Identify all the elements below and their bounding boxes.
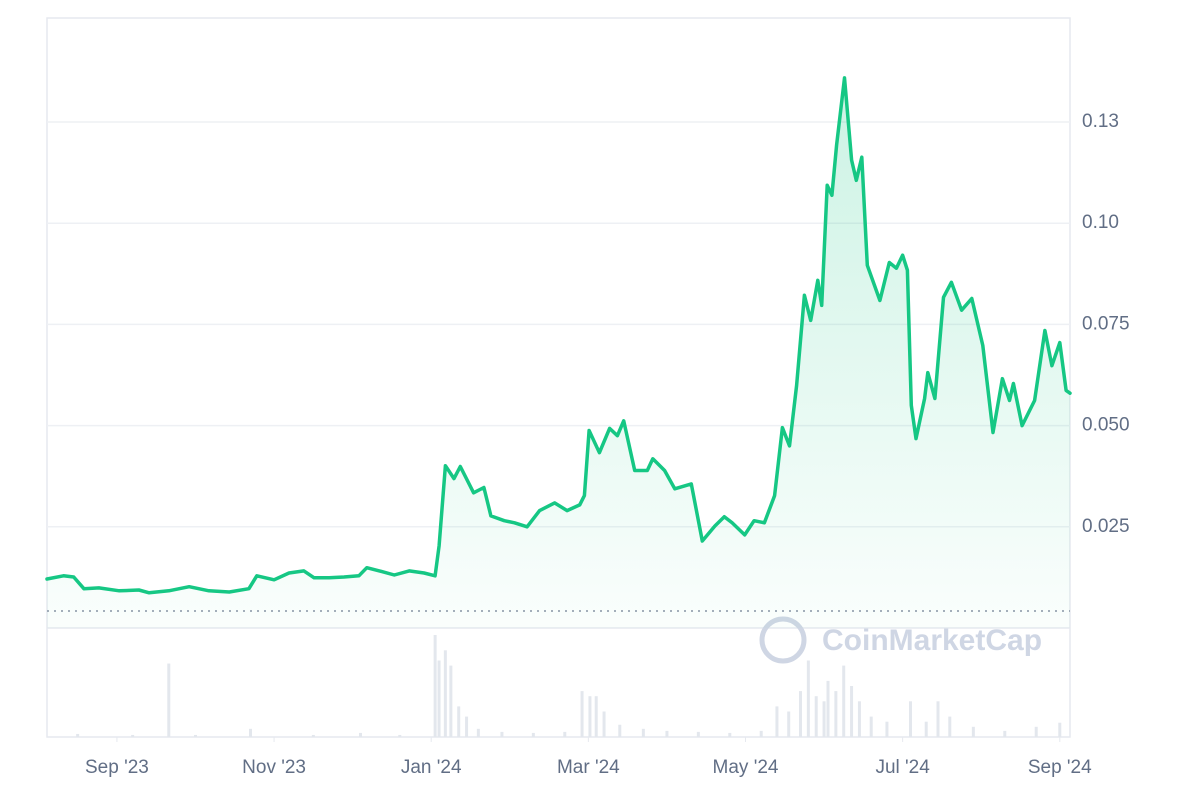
volume-bar (799, 691, 802, 737)
volume-bar (618, 724, 622, 737)
volume-bar (443, 650, 447, 737)
x-tick-label: Nov '23 (242, 757, 306, 778)
y-tick-label: 0.075 (1082, 313, 1130, 334)
volume-bar (531, 732, 535, 737)
y-tick-label: 0.050 (1082, 415, 1130, 436)
volume-bar (563, 731, 567, 737)
y-tick-label: 0.025 (1082, 516, 1130, 537)
volume-bar (971, 726, 975, 737)
x-tick-label: Jan '24 (401, 757, 462, 778)
volume-bar (167, 663, 171, 737)
x-tick-label: Mar '24 (557, 757, 620, 778)
volume-bar (850, 686, 854, 737)
volume-bar (433, 635, 437, 737)
price-area (47, 77, 1070, 628)
volume-bar (822, 701, 826, 737)
volume-bar (834, 691, 838, 737)
volume-bar (1034, 726, 1038, 737)
watermark-text: CoinMarketCap (822, 624, 1042, 657)
volume-bar (936, 701, 940, 737)
x-tick-label: Sep '24 (1028, 757, 1092, 778)
y-tick-label: 0.13 (1082, 111, 1119, 132)
volume-bar (311, 734, 315, 737)
volume-bar (131, 734, 135, 737)
volume-bar (476, 728, 480, 737)
volume-bar (602, 711, 606, 737)
volume-bar (759, 730, 763, 737)
volume-bar (665, 730, 669, 737)
volume-bar (696, 731, 700, 737)
volume-bar (465, 716, 469, 737)
volume-bar (1058, 722, 1062, 737)
volume-bar (909, 701, 912, 737)
x-tick-label: May '24 (713, 757, 779, 778)
volume-bar (249, 728, 252, 737)
volume-bar (1003, 730, 1007, 737)
volume-bar (806, 660, 810, 737)
volume-bar (449, 665, 453, 737)
volume-bar (885, 721, 889, 737)
volume-bar (76, 733, 80, 737)
volume-bar (359, 732, 362, 737)
y-tick-label: 0.10 (1082, 212, 1119, 233)
volume-bar (948, 716, 952, 737)
watermark: CoinMarketCap (759, 616, 1042, 664)
volume-bar (787, 711, 791, 737)
volume-bar (457, 706, 461, 737)
volume-bar (398, 734, 402, 737)
volume-bar (857, 701, 861, 737)
volume-bar (924, 721, 928, 737)
volume-bar (580, 691, 584, 737)
volume-bar (594, 696, 598, 737)
x-tick-label: Sep '23 (85, 757, 149, 778)
volume-bar (641, 728, 645, 737)
volume-bar (826, 680, 830, 737)
x-tick-label: Jul '24 (875, 757, 930, 778)
volume-bar (500, 731, 504, 737)
volume-bar (842, 665, 846, 737)
volume-bar (588, 696, 592, 737)
price-line (45, 76, 1072, 595)
plot-frame (46, 17, 1071, 738)
volume-bar (775, 706, 779, 737)
volume-bar (437, 660, 441, 737)
volume-bar (814, 696, 818, 737)
volume-bar (869, 716, 873, 737)
volume-bar (194, 734, 197, 737)
volume-bar (728, 732, 732, 737)
